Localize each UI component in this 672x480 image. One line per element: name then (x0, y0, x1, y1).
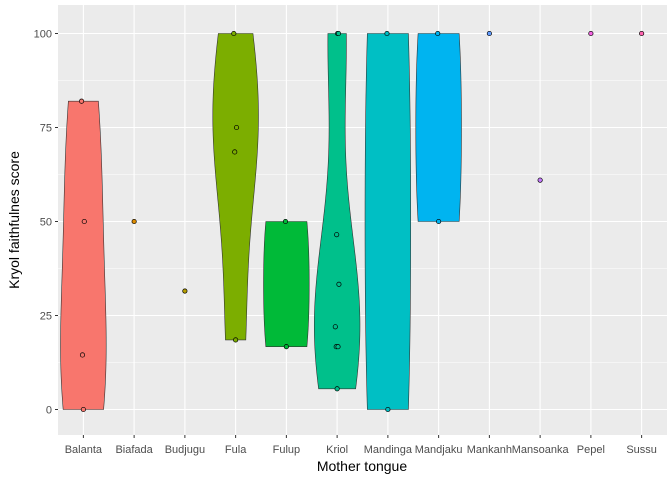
data-point-kriol (335, 344, 341, 350)
data-point-kriol (335, 30, 342, 37)
data-point-balanta (79, 352, 86, 358)
violin-fula (212, 33, 259, 341)
violin-fulup (263, 221, 310, 348)
data-point-balanta (81, 218, 87, 225)
x-tick-label: Fulup (273, 444, 301, 456)
data-point-mansoanka (537, 177, 543, 183)
x-axis-title: Mother tongue (317, 458, 407, 474)
x-tick-label: Fula (225, 444, 247, 456)
data-point-mandjaku (435, 30, 441, 37)
data-point-mandjaku (436, 218, 442, 225)
x-tick-label: Kriol (326, 444, 348, 456)
x-tick-label: Mandinga (364, 444, 413, 456)
data-point-kriol (336, 281, 342, 287)
data-point-pepel (588, 30, 594, 37)
violins (60, 33, 462, 410)
data-point-budjugu (182, 288, 188, 294)
data-point-fula (233, 124, 240, 131)
y-tick-label: 75 (40, 123, 52, 135)
violin-balanta (60, 100, 107, 410)
x-tick-label: Budjugu (165, 444, 205, 456)
x-tick-label: Balanta (65, 444, 103, 456)
x-tick-label: Mankanh (467, 444, 512, 456)
x-tick-label: Pepel (577, 444, 605, 456)
y-axis: 0 25 50 75 100 (34, 29, 58, 417)
data-point-fulup (282, 218, 289, 225)
violin-mandjaku (415, 33, 462, 222)
data-points (79, 30, 645, 413)
data-point-fula (233, 337, 239, 343)
y-tick-label: 25 (40, 311, 52, 323)
y-tick-label: 100 (34, 29, 52, 41)
data-point-mankanh (486, 30, 492, 37)
y-tick-label: 50 (40, 217, 52, 229)
x-tick-label: Sussu (626, 444, 657, 456)
y-axis-title: Kryol faithfulnes score (6, 151, 22, 289)
data-point-balanta (80, 406, 86, 413)
data-point-kriol (334, 386, 340, 392)
violin-mandinga (364, 33, 412, 410)
data-point-mandinga (384, 30, 390, 37)
minor-gridlines (58, 80, 667, 363)
plot-panel (58, 5, 667, 435)
data-point-fula (232, 149, 238, 155)
data-point-mandinga (385, 406, 391, 413)
x-tick-label: Mandjaku (415, 444, 463, 456)
x-axis: Balanta Biafada Budjugu Fula Fulup Kriol Mandi… (65, 435, 657, 456)
x-tick-label: Biafada (115, 444, 153, 456)
x-tick-label: Mansoanka (512, 444, 570, 456)
data-point-balanta (79, 98, 85, 104)
data-point-fula (231, 30, 237, 37)
y-tick-label: 0 (46, 405, 52, 417)
violin-kriol (313, 33, 361, 390)
data-point-sussu (639, 30, 645, 37)
data-point-kriol (334, 232, 340, 238)
data-point-fulup (283, 344, 289, 350)
data-point-biafada (131, 218, 137, 225)
data-point-kriol (332, 324, 338, 330)
